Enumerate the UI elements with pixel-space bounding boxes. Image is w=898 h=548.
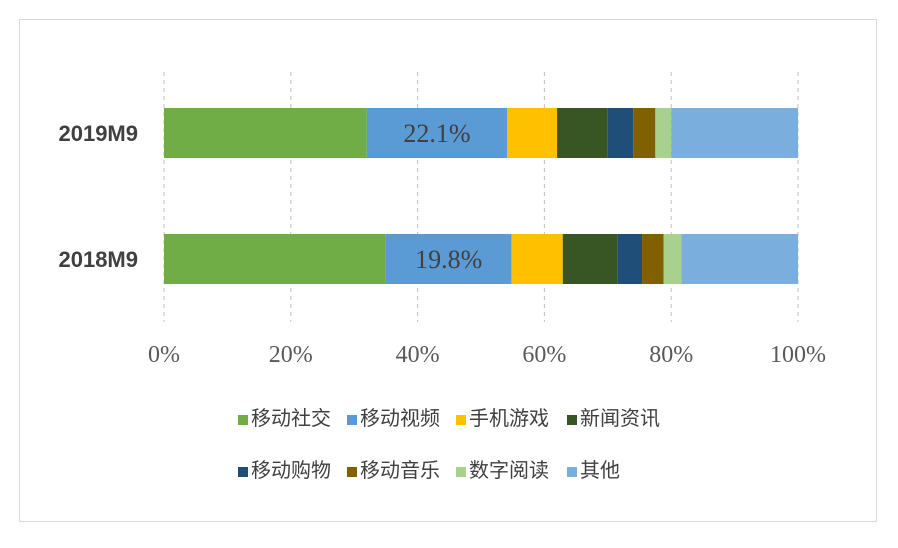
bar-segment xyxy=(642,234,664,284)
bar-segment xyxy=(663,234,682,284)
bar-segment xyxy=(617,234,643,284)
x-tick-label: 40% xyxy=(396,342,440,368)
x-tick-label: 20% xyxy=(269,342,313,368)
legend-swatch xyxy=(567,415,577,425)
legend-label: 移动社交 xyxy=(251,406,331,430)
legend-label: 移动视频 xyxy=(360,406,440,430)
legend-label: 新闻资讯 xyxy=(580,406,660,430)
legend-label: 其他 xyxy=(580,458,620,482)
bar-segment xyxy=(366,108,507,158)
x-tick-label: 0% xyxy=(148,342,180,368)
legend-swatch xyxy=(347,467,357,477)
bar-segment xyxy=(562,234,618,284)
legend-label: 移动购物 xyxy=(251,458,331,482)
legend-swatch xyxy=(456,415,466,425)
legend-swatch xyxy=(238,467,248,477)
legend-swatch xyxy=(456,467,466,477)
category-label: 2019M9 xyxy=(58,121,138,146)
bar-segment xyxy=(607,108,634,158)
category-label: 2018M9 xyxy=(58,247,138,272)
bar-segment xyxy=(557,108,608,158)
legend-swatch xyxy=(238,415,248,425)
bar-segment xyxy=(385,234,512,284)
bar-segment xyxy=(164,108,367,158)
legend-label: 数字阅读 xyxy=(469,458,549,482)
x-tick-label: 80% xyxy=(649,342,693,368)
data-label: 22.1% xyxy=(403,119,470,148)
legend-label: 移动音乐 xyxy=(360,458,440,482)
legend-label: 手机游戏 xyxy=(469,406,549,430)
bar-segment xyxy=(506,108,558,158)
bar-segment xyxy=(681,234,798,284)
bar-segment xyxy=(633,108,656,158)
bar-segment xyxy=(655,108,672,158)
bar-segment xyxy=(511,234,563,284)
bar-segment xyxy=(671,108,798,158)
data-label: 19.8% xyxy=(415,245,482,274)
x-tick-label: 100% xyxy=(770,342,826,368)
bar-segment xyxy=(164,234,386,284)
legend-swatch xyxy=(347,415,357,425)
x-tick-label: 60% xyxy=(522,342,566,368)
legend-swatch xyxy=(567,467,577,477)
